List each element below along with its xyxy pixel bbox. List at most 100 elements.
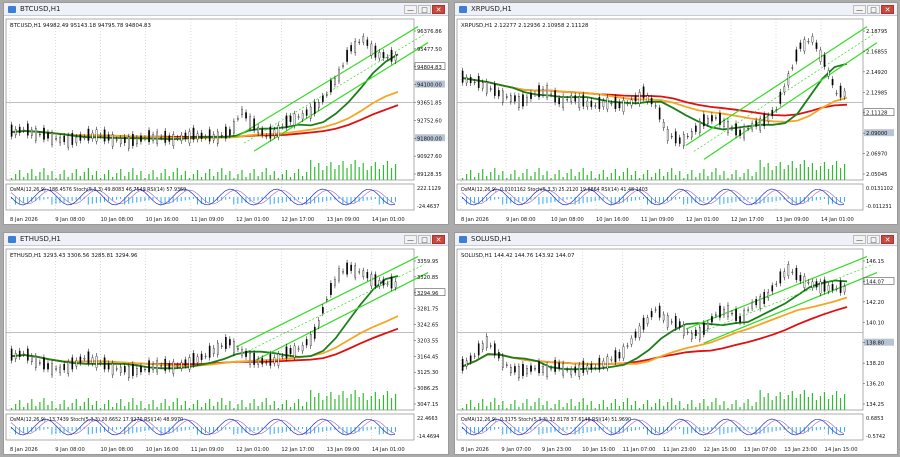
- candle-body: [839, 281, 842, 293]
- candle-body: [835, 288, 838, 290]
- chart-window-xrp[interactable]: XRPUSD,H1 — □ ✕ 8 Jan 2026 9 Jan 08:00 10 …: [454, 2, 898, 225]
- volume-bar: [630, 405, 633, 410]
- price-axis-label: 96376.86: [417, 29, 442, 35]
- window-titlebar[interactable]: ETHUSD,H1 — □ ✕: [4, 233, 448, 246]
- volume-bar: [39, 172, 41, 180]
- window-titlebar[interactable]: XRPUSD,H1 — □ ✕: [455, 3, 897, 16]
- close-button[interactable]: ✕: [432, 5, 445, 14]
- minimize-button[interactable]: —: [404, 235, 417, 244]
- candle-body: [606, 97, 609, 110]
- minimize-button[interactable]: —: [404, 5, 417, 14]
- candle-body: [658, 107, 661, 120]
- osma-bar: [558, 427, 560, 432]
- volume-bar: [594, 408, 596, 410]
- price-chart-sol[interactable]: 8 Jan 2026 9 Jan 07:00 9 Jan 23:00 10 Jan 1…: [455, 247, 897, 454]
- osma-bar: [136, 197, 138, 203]
- candle-body: [699, 327, 701, 340]
- osma-bar: [370, 427, 372, 430]
- stoch-signal-line: [461, 189, 845, 205]
- close-button[interactable]: ✕: [432, 235, 445, 244]
- osma-bar: [606, 197, 608, 199]
- volume-bar: [707, 176, 709, 180]
- candle-body: [498, 352, 500, 359]
- candle-body: [148, 130, 150, 143]
- osma-bar: [731, 197, 733, 203]
- candle-body: [646, 95, 649, 102]
- candle-body: [107, 134, 110, 141]
- close-button[interactable]: ✕: [881, 235, 894, 244]
- candle-body: [212, 347, 215, 355]
- candle-body: [346, 49, 348, 62]
- candle-body: [711, 115, 713, 122]
- osma-bar: [229, 197, 231, 199]
- osma-bar: [362, 427, 364, 432]
- window-titlebar[interactable]: SOLUSD,H1 — □ ✕: [455, 233, 897, 246]
- candle-body: [775, 283, 778, 285]
- osma-bar: [281, 197, 283, 203]
- price-chart-btc[interactable]: 8 Jan 2026 9 Jan 08:00 10 Jan 08:00 10 Jan …: [4, 17, 448, 224]
- indicator-header: OsMA(12,26,9) -0.3175 Stoch(5,3,3) 32.81…: [461, 417, 631, 423]
- candle-body: [465, 360, 468, 367]
- volume-bar: [55, 178, 57, 180]
- osma-bar: [655, 427, 656, 434]
- candle-body: [630, 99, 633, 106]
- volume-bar: [767, 393, 769, 410]
- volume-bar: [47, 175, 49, 180]
- osma-bar: [791, 197, 793, 205]
- candle-body: [654, 309, 657, 311]
- osma-bar: [277, 197, 279, 204]
- close-button[interactable]: ✕: [881, 5, 894, 14]
- osma-bar: [538, 197, 540, 205]
- candle-body: [71, 132, 74, 145]
- volume-bar: [514, 400, 516, 410]
- volume-bar: [634, 171, 637, 180]
- minimize-button[interactable]: —: [853, 235, 866, 244]
- volume-bar: [249, 403, 251, 410]
- chart-window-icon: [459, 6, 467, 13]
- minimize-button[interactable]: —: [853, 5, 866, 14]
- osma-bar: [225, 427, 227, 430]
- volume-bar: [526, 169, 528, 180]
- osma-bar: [293, 427, 295, 431]
- candle-body: [727, 305, 729, 318]
- osma-bar: [374, 427, 376, 429]
- volume-bar: [302, 176, 304, 180]
- candle-body: [273, 357, 276, 364]
- osma-bar: [209, 427, 211, 433]
- candle-body: [582, 94, 585, 107]
- osma-bar: [390, 427, 392, 433]
- volume-bar: [494, 168, 496, 180]
- maximize-button[interactable]: □: [867, 5, 880, 14]
- volume-bar: [103, 174, 106, 180]
- osma-bar: [811, 197, 813, 202]
- maximize-button[interactable]: □: [418, 235, 431, 244]
- price-chart-xrp[interactable]: 8 Jan 2026 9 Jan 08:00 10 Jan 08:00 10 Jan …: [455, 17, 897, 224]
- volume-bar: [590, 401, 592, 410]
- maximize-button[interactable]: □: [418, 5, 431, 14]
- candle-body: [510, 95, 512, 102]
- osma-bar: [253, 197, 255, 202]
- price-axis-label: 2.11128: [866, 111, 887, 117]
- candle-body: [10, 124, 13, 137]
- candle-body: [489, 345, 492, 347]
- last-price-badge: [414, 62, 446, 70]
- chart-window-eth[interactable]: ETHUSD,H1 — □ ✕ 8 Jan 2026 9 Jan 08:00 10 …: [3, 232, 449, 455]
- volume-bar: [638, 178, 641, 180]
- chart-window-btc[interactable]: BTCUSD,H1 — □ ✕ 8 Jan 2026 9 Jan 08:00 10 …: [3, 2, 449, 225]
- time-axis-label: 11 Jan 09:00: [641, 217, 674, 223]
- volume-bar: [526, 399, 528, 410]
- osma-bar: [646, 197, 648, 205]
- candle-body: [196, 133, 199, 140]
- maximize-button[interactable]: □: [867, 235, 880, 244]
- window-titlebar[interactable]: BTCUSD,H1 — □ ✕: [4, 3, 448, 16]
- volume-bar: [667, 172, 669, 180]
- volume-bar: [322, 170, 324, 180]
- candle-body: [115, 368, 118, 370]
- osma-bar: [310, 197, 312, 204]
- price-chart-eth[interactable]: 8 Jan 2026 9 Jan 08:00 10 Jan 08:00 10 Jan …: [4, 247, 448, 454]
- chart-window-sol[interactable]: SOLUSD,H1 — □ ✕ 8 Jan 2026 9 Jan 07:00 9 J…: [454, 232, 898, 455]
- time-axis-label: 13 Jan 09:00: [327, 447, 360, 453]
- candle-body: [26, 348, 29, 361]
- osma-bar: [771, 197, 773, 202]
- osma-bar: [622, 427, 624, 433]
